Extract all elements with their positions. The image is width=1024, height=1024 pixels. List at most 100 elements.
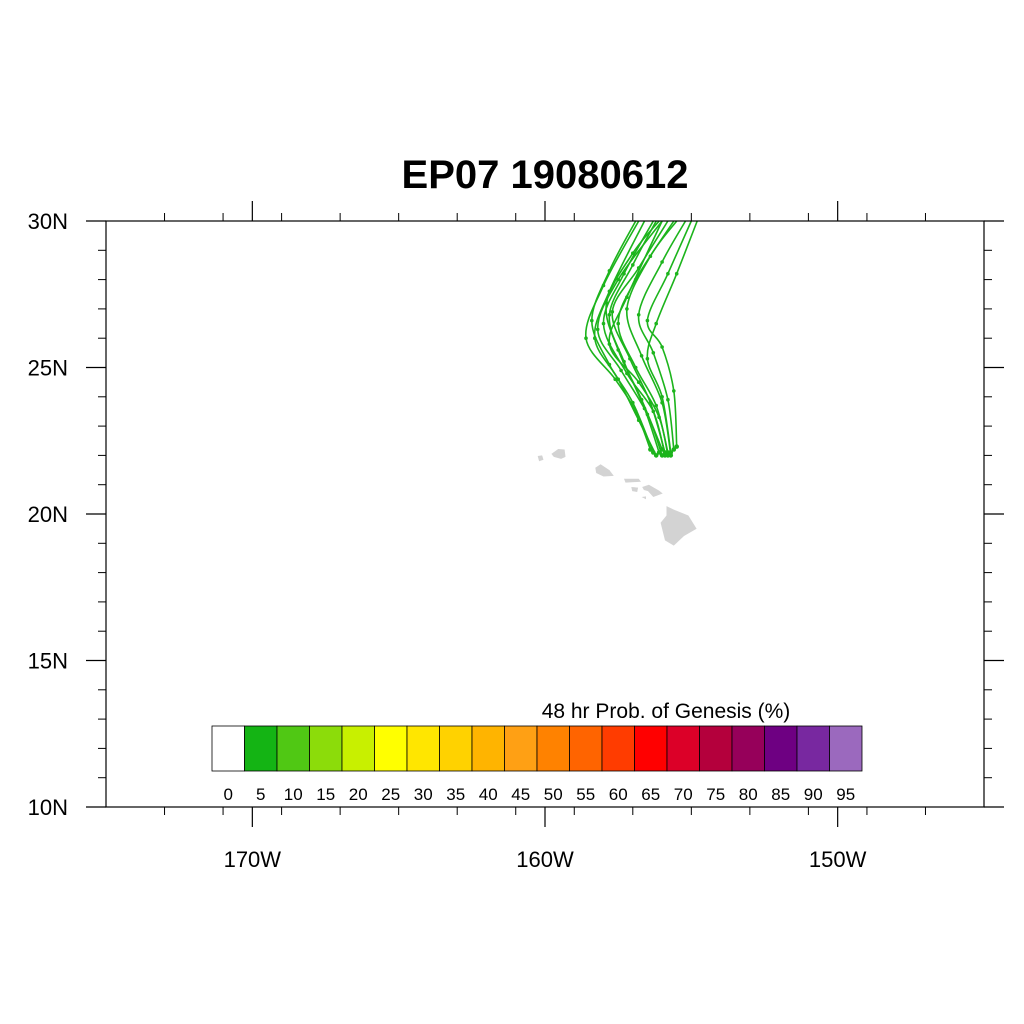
colorbar-swatch (244, 725, 278, 772)
track-point (666, 271, 670, 276)
colorbar-swatch (764, 725, 798, 772)
colorbar-label: 40 (479, 785, 498, 804)
colorbar-label: 80 (739, 785, 758, 804)
track-point (636, 313, 641, 317)
colorbar-label: 35 (446, 785, 465, 804)
track-point (671, 447, 677, 452)
colorbar-label: 30 (414, 785, 433, 804)
colorbar-swatch (374, 725, 408, 772)
island-hawaii (660, 506, 697, 546)
track-point (628, 356, 632, 361)
track-point (607, 342, 612, 346)
track-point (622, 271, 626, 276)
colorbar-label: 45 (511, 785, 530, 804)
track-point (666, 397, 670, 402)
track-point (660, 395, 664, 399)
track-point (662, 450, 668, 455)
island-molokai (624, 478, 641, 483)
colorbar-swatch (536, 725, 570, 772)
forecast-track-11 (605, 220, 663, 450)
colorbar-label: 70 (674, 785, 693, 804)
track-point (674, 444, 679, 449)
track-point (610, 310, 615, 314)
colorbar-label: 0 (224, 785, 233, 804)
track-point (645, 318, 650, 323)
island-kahoolawe (641, 496, 646, 500)
colorbar-swatch (634, 725, 668, 772)
colorbar-swatch (471, 725, 505, 772)
track-point (631, 400, 635, 405)
track-point (654, 321, 658, 326)
track-point (672, 389, 676, 393)
colorbar-swatch (731, 725, 765, 772)
colorbar-label: 75 (706, 785, 725, 804)
colorbar-swatch (666, 725, 700, 772)
colorbar-label: 60 (609, 785, 628, 804)
track-point (660, 345, 664, 349)
colorbar-swatch (406, 725, 440, 772)
x-tick-label: 170W (224, 847, 282, 872)
track-point (607, 313, 612, 317)
forecast-track-1 (617, 220, 675, 453)
track-point (601, 321, 606, 326)
axes: 170W 160W 150W 30N 25N 20N 15N 10N (28, 201, 1004, 872)
colorbar-label: 55 (576, 785, 595, 804)
forecast-track-7 (585, 220, 652, 450)
track-point (607, 362, 612, 367)
colorbar-swatch (211, 725, 245, 772)
colorbar-swatch (699, 725, 733, 772)
forecast-track-6 (637, 220, 687, 450)
land-layer (537, 449, 697, 546)
track-point (639, 354, 644, 358)
track-point (604, 301, 609, 305)
colorbar-label: 65 (641, 785, 660, 804)
track-point (636, 380, 641, 385)
track-point (631, 251, 635, 255)
colorbar-label: 90 (804, 785, 823, 804)
track-point (631, 263, 635, 267)
y-tick-label: 10N (28, 795, 68, 820)
track-point (653, 453, 659, 458)
track-point (668, 450, 674, 455)
colorbar-label: 20 (349, 785, 368, 804)
colorbar-label: 85 (771, 785, 790, 804)
colorbar-swatch (569, 725, 603, 772)
colorbar-label: 25 (381, 785, 400, 804)
island-oahu (595, 464, 614, 477)
island-niihau (537, 455, 544, 462)
colorbar-swatch (341, 725, 375, 772)
island-lanai (631, 487, 639, 492)
track-point (616, 321, 620, 326)
track-point (645, 356, 650, 361)
track-point (657, 415, 661, 420)
track-point (595, 327, 600, 332)
track-point (648, 254, 653, 258)
y-tick-label: 20N (28, 502, 68, 527)
forecast-track-9 (593, 220, 657, 456)
colorbar-swatch (504, 725, 538, 772)
y-tick-label: 15N (28, 649, 68, 674)
colorbar-label: 5 (256, 785, 265, 804)
track-point (651, 351, 656, 355)
colorbar-label: 95 (836, 785, 855, 804)
track-point (613, 377, 617, 382)
colorbar-label: 50 (544, 785, 563, 804)
forecast-track-5 (626, 220, 678, 456)
track-point (660, 260, 664, 264)
track-point (674, 271, 679, 276)
colorbar: 48 hr Prob. of Genesis (%) 0 5 10 15 20 25 30 3… (211, 700, 863, 804)
x-tick-label: 160W (516, 847, 574, 872)
colorbar-swatch (829, 725, 863, 772)
colorbar-label: 15 (316, 785, 335, 804)
colorbar-swatch (601, 725, 635, 772)
track-point (616, 348, 620, 352)
forecast-track-14 (646, 220, 698, 453)
island-kauai (551, 449, 566, 459)
track-point (619, 368, 623, 373)
colorbar-title: 48 hr Prob. of Genesis (%) (542, 700, 791, 723)
forecast-track-13 (590, 220, 655, 453)
y-tick-label: 30N (28, 209, 68, 234)
colorbar-label: 10 (284, 785, 303, 804)
